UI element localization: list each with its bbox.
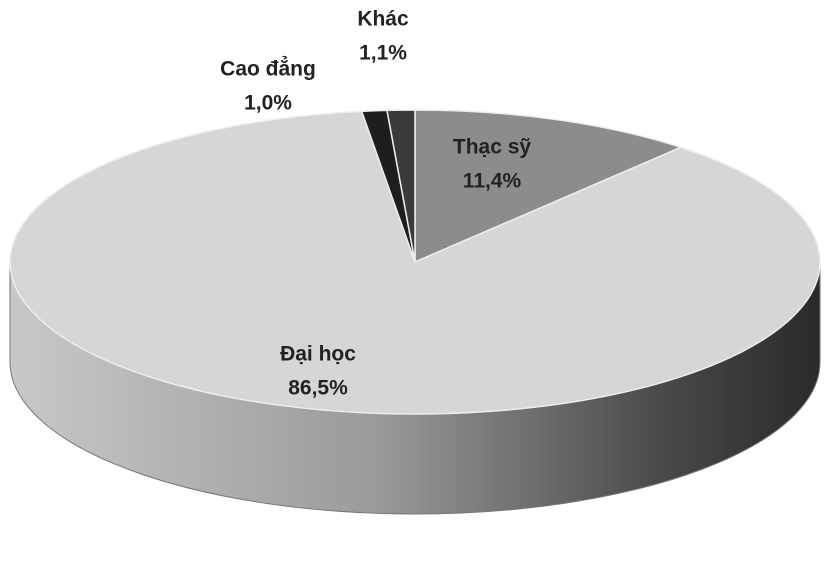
- value-label: 86,5%: [288, 377, 348, 400]
- value-label: 1,0%: [244, 92, 292, 115]
- pie-slice: [414, 109, 684, 264]
- slice-label: Khác: [357, 8, 409, 31]
- slice-label: Đại học: [280, 343, 356, 366]
- slice-label: Cao đẳng: [220, 57, 316, 81]
- value-label: 11,4%: [463, 170, 522, 193]
- value-label: 1,1%: [359, 42, 407, 65]
- pie-slice: [386, 109, 416, 263]
- slice-label: Thạc sỹ: [453, 136, 532, 159]
- pie-slice: [9, 110, 821, 415]
